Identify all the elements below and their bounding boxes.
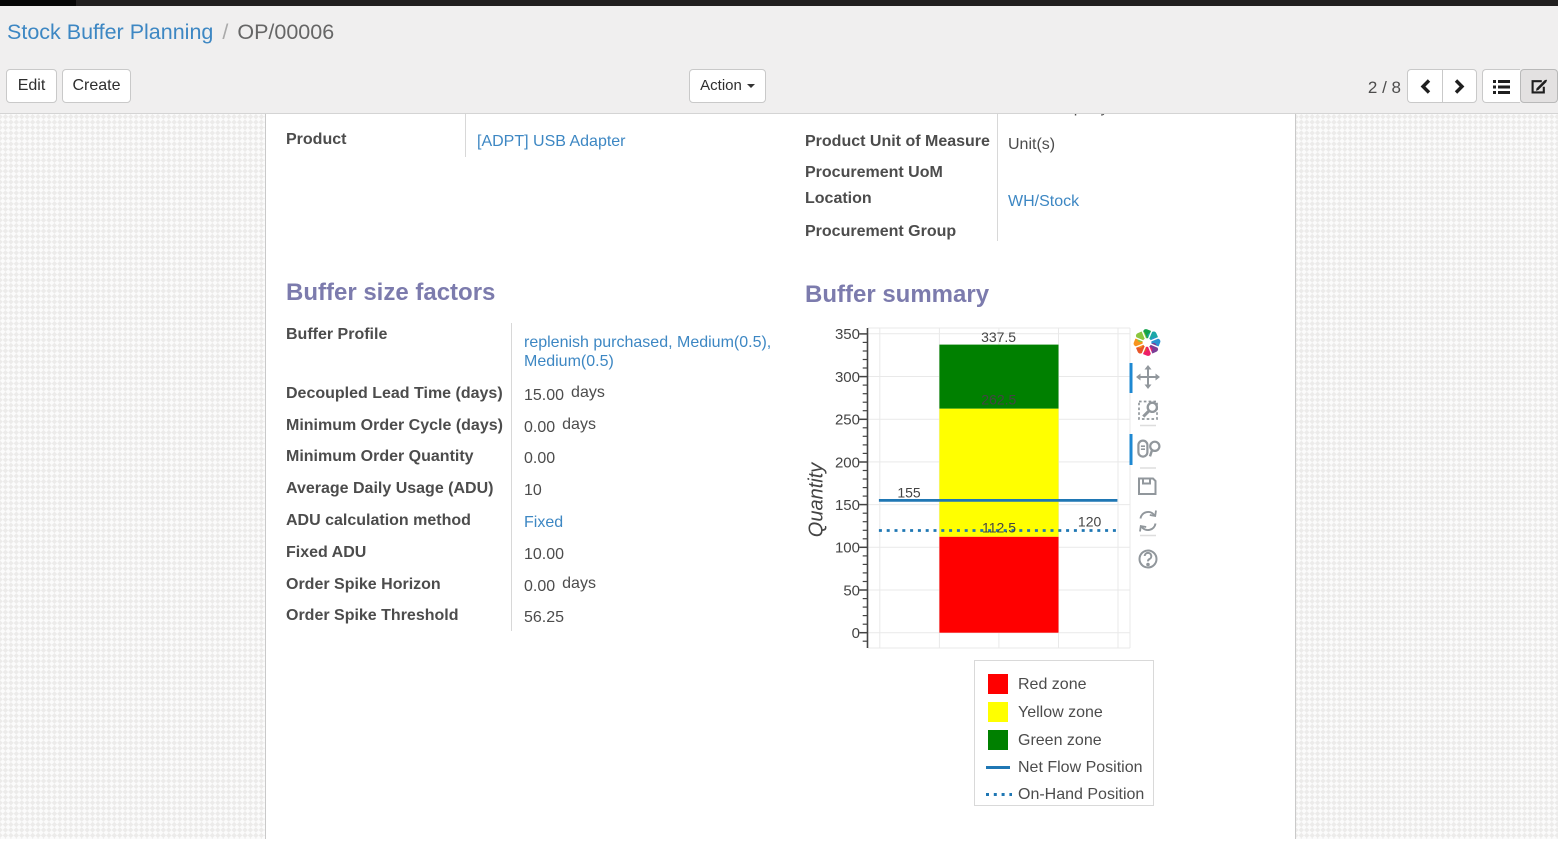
svg-text:100: 100 xyxy=(835,540,860,557)
svg-text:155: 155 xyxy=(897,484,921,500)
svg-text:150: 150 xyxy=(835,497,860,514)
svg-text:200: 200 xyxy=(835,454,860,471)
svg-text:262.5: 262.5 xyxy=(981,392,1016,408)
svg-text:350: 350 xyxy=(835,326,860,343)
svg-text:337.5: 337.5 xyxy=(981,329,1016,345)
svg-text:300: 300 xyxy=(835,369,860,386)
svg-text:Quantity: Quantity xyxy=(806,462,828,537)
svg-text:50: 50 xyxy=(843,582,860,599)
svg-text:0: 0 xyxy=(852,625,860,642)
svg-text:120: 120 xyxy=(1078,514,1102,530)
svg-text:250: 250 xyxy=(835,412,860,429)
svg-text:112.5: 112.5 xyxy=(982,520,1016,536)
